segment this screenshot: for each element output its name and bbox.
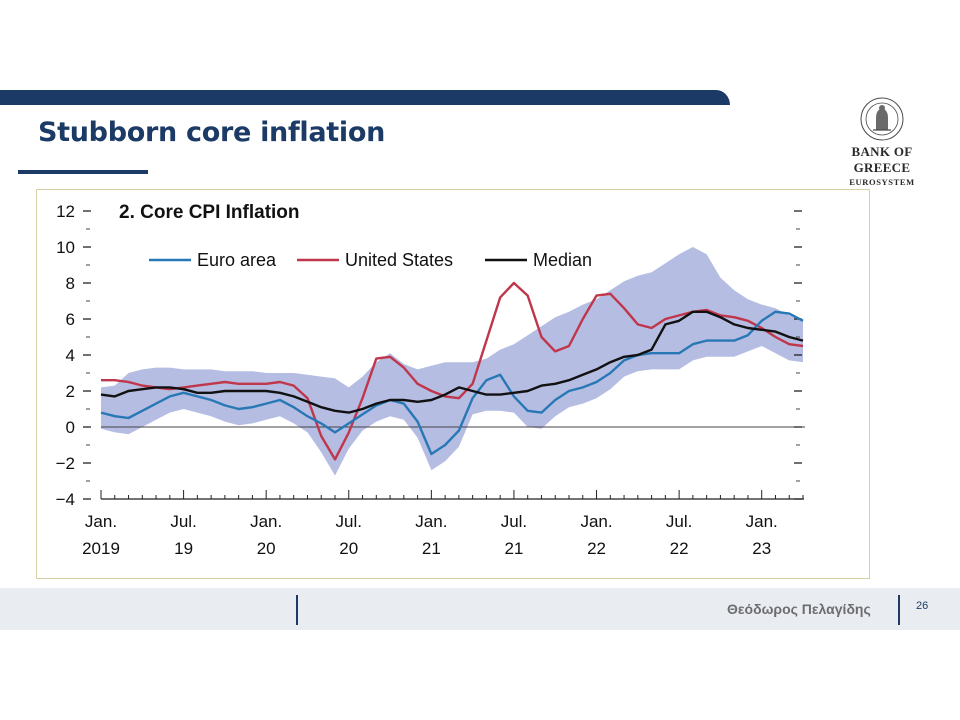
footer-band (0, 588, 960, 630)
x-tick-label-month: Jan. (250, 512, 282, 531)
seal-icon (860, 97, 904, 141)
x-tick-label-year: 2019 (82, 539, 120, 558)
range-band (101, 247, 803, 476)
y-tick-label: 2 (66, 382, 75, 401)
logo-subtitle: EUROSYSTEM (849, 177, 915, 187)
footer-divider-right (898, 595, 900, 625)
slide-title: Stubborn core inflation (38, 117, 386, 148)
x-tick-label-year: 22 (587, 539, 606, 558)
y-tick-label: 4 (66, 346, 75, 365)
legend-label: Median (533, 250, 592, 270)
x-tick-label-year: 19 (174, 539, 193, 558)
y-tick-label: 10 (56, 238, 75, 257)
x-tick-label-month: Jan. (85, 512, 117, 531)
core-cpi-chart: 121086420−2−4Jan.2019Jul.19Jan.20Jul.20J… (56, 202, 805, 558)
x-tick-label-month: Jul. (666, 512, 692, 531)
y-tick-label: 0 (66, 418, 75, 437)
y-tick-label: 6 (66, 310, 75, 329)
y-tick-label: −4 (56, 490, 75, 509)
title-underline (18, 170, 148, 174)
x-tick-label-year: 20 (339, 539, 358, 558)
header-band (0, 90, 730, 105)
series-line-united-states (101, 281, 804, 461)
x-tick-label-year: 21 (504, 539, 523, 558)
x-tick-label-month: Jan. (580, 512, 612, 531)
x-tick-label-month: Jul. (501, 512, 527, 531)
x-tick-label-year: 21 (422, 539, 441, 558)
bank-logo: BANK OF GREECE EUROSYSTEM (826, 96, 938, 187)
x-tick-label-year: 22 (670, 539, 689, 558)
footer-divider-left (296, 595, 298, 625)
x-tick-label-year: 23 (752, 539, 771, 558)
x-tick-label-month: Jan. (746, 512, 778, 531)
chart-title: 2. Core CPI Inflation (119, 202, 300, 223)
x-tick-label-month: Jan. (415, 512, 447, 531)
series-line-median (100, 310, 804, 414)
chart-panel: 12 10 8 6 4 2 0 −2 −4 Jan. 2019 Jul. 19 Jan. 20 Jul. 20 J… (36, 189, 870, 579)
x-tick-label-month: Jul. (336, 512, 362, 531)
x-tick-label-year: 20 (257, 539, 276, 558)
logo-name: BANK OF GREECE (851, 144, 913, 175)
y-tick-label: −2 (56, 454, 75, 473)
legend-label: United States (345, 250, 453, 270)
y-tick-label: 8 (66, 274, 75, 293)
page-number: 26 (916, 600, 929, 612)
series-line-euro-area (100, 310, 804, 456)
x-tick-label-month: Jul. (170, 512, 196, 531)
footer-author: Θεόδωρος Πελαγίδης (727, 601, 871, 617)
y-tick-label: 12 (56, 202, 75, 221)
legend-label: Euro area (197, 250, 277, 270)
